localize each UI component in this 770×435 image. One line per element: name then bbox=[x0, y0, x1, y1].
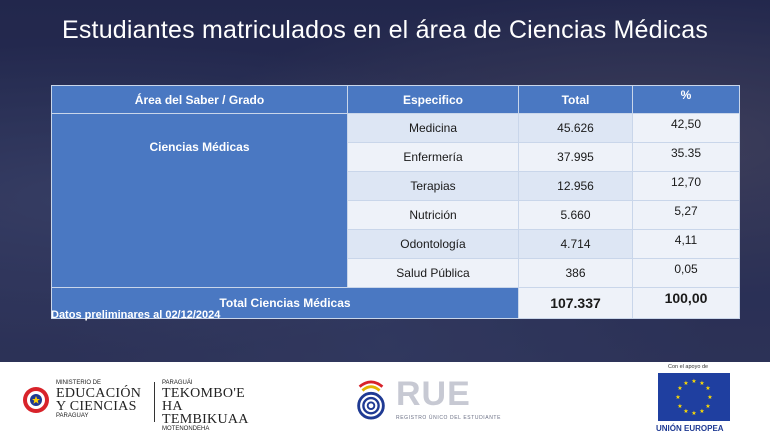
eu-name: UNIÓN EUROPEA bbox=[656, 424, 724, 433]
mec-text: MINISTERIO DE EDUCACIÓN Y CIENCIAS PARAG… bbox=[56, 380, 148, 420]
fingerprint-icon bbox=[357, 380, 385, 420]
svg-text:★: ★ bbox=[691, 378, 696, 385]
especifico-cell: Odontología bbox=[347, 229, 519, 259]
enrollment-table: Área del Saber / Grado Especifico Total … bbox=[51, 85, 740, 319]
table-row: Salud Pública 386 0,05 bbox=[52, 258, 740, 288]
header-area: Área del Saber / Grado bbox=[51, 85, 348, 114]
guarani-text: PARAGUÁI TEKOMBO'E HA TEMBIKUAA MOTENOND… bbox=[162, 380, 272, 433]
guarani-line1: PARAGUÁI bbox=[162, 380, 193, 386]
total-label: Total Ciencias Médicas bbox=[51, 287, 519, 319]
table-header-row: Área del Saber / Grado Especifico Total … bbox=[51, 85, 740, 114]
pct-cell: 12,70 bbox=[632, 171, 740, 201]
mec-logo: MINISTERIO DE EDUCACIÓN Y CIENCIAS PARAG… bbox=[22, 380, 272, 432]
slide-background: Estudiantes matriculados en el área de C… bbox=[0, 0, 770, 362]
mec-line3: Y CIENCIAS bbox=[56, 399, 137, 414]
rue-logo: RUE REGISTRO ÚNICO DEL ESTUDIANTE bbox=[352, 375, 532, 427]
rue-wordmark: RUE bbox=[396, 375, 471, 413]
especifico-cell: Nutrición bbox=[347, 200, 519, 230]
svg-text:★: ★ bbox=[705, 403, 710, 410]
header-pct: % bbox=[632, 85, 740, 114]
svg-text:★: ★ bbox=[675, 394, 680, 401]
total-cell: 12.956 bbox=[518, 171, 633, 201]
footer: MINISTERIO DE EDUCACIÓN Y CIENCIAS PARAG… bbox=[0, 362, 770, 435]
area-cell: Ciencias Médicas bbox=[51, 113, 348, 288]
total-pct: 100,00 bbox=[632, 287, 740, 319]
eu-flag-icon: ★ ★ ★ ★ ★ ★ ★ ★ ★ ★ ★ ★ bbox=[658, 373, 730, 421]
svg-text:★: ★ bbox=[691, 410, 696, 417]
pct-cell: 0,05 bbox=[632, 258, 740, 288]
especifico-cell: Salud Pública bbox=[347, 258, 519, 288]
svg-text:★: ★ bbox=[683, 408, 688, 415]
header-especifico: Especifico bbox=[347, 85, 519, 114]
data-note: Datos preliminares al 02/12/2024 bbox=[51, 309, 221, 321]
page-title: Estudiantes matriculados en el área de C… bbox=[61, 16, 709, 44]
total-cell: 45.626 bbox=[518, 113, 633, 143]
table-row: Ciencias Médicas Medicina 45.626 42,50 bbox=[51, 113, 740, 288]
rue-subtitle: REGISTRO ÚNICO DEL ESTUDIANTE bbox=[396, 415, 502, 421]
total-value: 107.337 bbox=[518, 287, 633, 319]
table-row: Nutrición 5.660 5,27 bbox=[52, 200, 740, 230]
total-cell: 5.660 bbox=[518, 200, 633, 230]
guarani-line2: TEKOMBO'E bbox=[162, 386, 245, 401]
guarani-line3: HA TEMBIKUAA bbox=[162, 399, 249, 427]
pct-cell: 35.35 bbox=[632, 142, 740, 172]
table-row: Odontología 4.714 4,11 bbox=[52, 229, 740, 259]
eu-logo: Con el apoyo de ★ ★ ★ ★ ★ ★ ★ ★ ★ ★ ★ ★ bbox=[656, 364, 730, 434]
svg-text:★: ★ bbox=[677, 403, 682, 410]
svg-text:★: ★ bbox=[683, 380, 688, 387]
guarani-line4: MOTENONDEHA bbox=[162, 426, 210, 432]
svg-text:★: ★ bbox=[677, 385, 682, 392]
seal-icon bbox=[23, 387, 49, 413]
pct-cell: 4,11 bbox=[632, 229, 740, 259]
table-row: Terapias 12.956 12,70 bbox=[52, 171, 740, 201]
pct-cell: 42,50 bbox=[632, 113, 740, 143]
especifico-cell: Terapias bbox=[347, 171, 519, 201]
logo-divider bbox=[154, 382, 155, 422]
svg-text:★: ★ bbox=[699, 408, 704, 415]
especifico-cell: Medicina bbox=[347, 113, 519, 143]
svg-text:★: ★ bbox=[707, 394, 712, 401]
svg-text:★: ★ bbox=[699, 380, 704, 387]
mec-line1: MINISTERIO DE bbox=[56, 380, 102, 386]
pct-cell: 5,27 bbox=[632, 200, 740, 230]
especifico-cell: Enfermería bbox=[347, 142, 519, 172]
total-cell: 4.714 bbox=[518, 229, 633, 259]
mec-line2: EDUCACIÓN bbox=[56, 386, 142, 401]
total-row: Total Ciencias Médicas 107.337 100,00 bbox=[51, 287, 740, 319]
svg-text:★: ★ bbox=[705, 385, 710, 392]
total-cell: 37.995 bbox=[518, 142, 633, 172]
total-cell: 386 bbox=[518, 258, 633, 288]
eu-support-text: Con el apoyo de bbox=[668, 364, 709, 370]
header-total: Total bbox=[518, 85, 633, 114]
table-row: Enfermería 37.995 35.35 bbox=[52, 142, 740, 172]
mec-line4: PARAGUAY bbox=[56, 413, 89, 419]
